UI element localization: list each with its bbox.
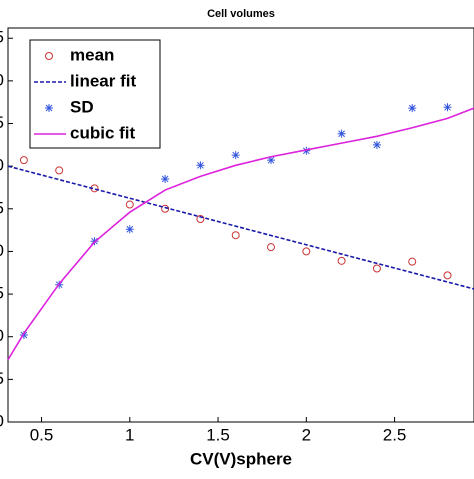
fit-line bbox=[7, 107, 474, 361]
point bbox=[372, 140, 381, 149]
x-tick-label: 0.5 bbox=[30, 425, 54, 444]
point bbox=[125, 200, 134, 209]
point bbox=[302, 146, 311, 155]
point bbox=[196, 215, 205, 224]
legend: mean linear fit SD cubic fit bbox=[29, 39, 161, 149]
point bbox=[302, 247, 311, 256]
point bbox=[267, 156, 276, 165]
x-tick-label: 1 bbox=[125, 425, 134, 444]
y-tick-label: 0 bbox=[0, 156, 4, 175]
y-tick-label: 0 bbox=[0, 326, 4, 345]
point bbox=[337, 256, 346, 265]
y-tick-label: 5 bbox=[0, 28, 4, 47]
y-tick-label: 5 bbox=[0, 113, 4, 132]
legend-marker bbox=[45, 104, 53, 112]
legend-label: linear fit bbox=[70, 71, 136, 90]
point bbox=[161, 174, 170, 183]
y-tick-label: 5 bbox=[0, 198, 4, 217]
x-tick-label: 1.5 bbox=[206, 425, 230, 444]
point bbox=[196, 161, 205, 170]
x-tick-label: 2 bbox=[302, 425, 311, 444]
x-axis-label: CV(V)sphere bbox=[190, 449, 292, 468]
x-tick-label: 2.5 bbox=[383, 425, 407, 444]
legend-label: SD bbox=[70, 97, 94, 116]
y-tick-label: 0 bbox=[0, 70, 4, 89]
y-tick-label: 5 bbox=[0, 284, 4, 303]
point bbox=[19, 156, 28, 165]
point bbox=[19, 331, 28, 340]
point bbox=[231, 231, 240, 240]
chart-title: Cell volumes bbox=[207, 8, 275, 20]
y-tick-label: 0 bbox=[0, 411, 4, 430]
y-tick-label: 0 bbox=[0, 241, 4, 260]
point bbox=[408, 104, 417, 113]
point bbox=[443, 103, 452, 112]
point bbox=[443, 271, 452, 280]
point bbox=[55, 166, 64, 175]
fit-line bbox=[7, 165, 474, 290]
y-tick-label: 5 bbox=[0, 369, 4, 388]
point bbox=[161, 204, 170, 213]
point bbox=[372, 264, 381, 273]
point bbox=[267, 243, 276, 252]
legend-marker bbox=[45, 52, 53, 60]
point bbox=[125, 225, 134, 234]
point bbox=[408, 257, 417, 266]
point bbox=[231, 151, 240, 160]
point bbox=[337, 129, 346, 138]
legend-label: cubic fit bbox=[70, 123, 136, 142]
legend-label: mean bbox=[70, 45, 114, 64]
